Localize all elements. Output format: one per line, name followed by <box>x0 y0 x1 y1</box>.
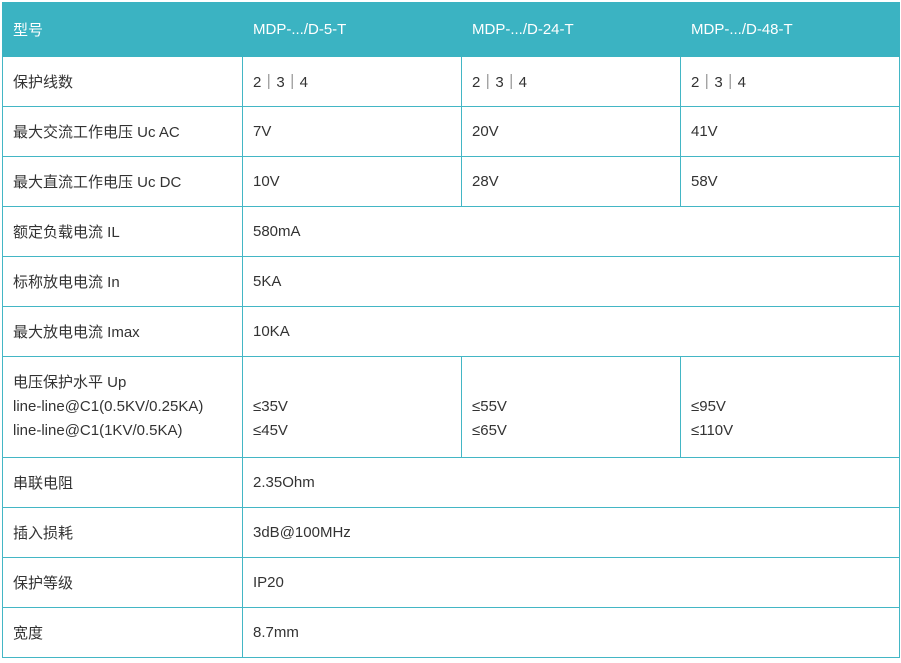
header-model: 型号 <box>3 3 243 57</box>
row-value: IP20 <box>243 558 900 608</box>
row-value: ≤55V≤65V <box>462 357 681 458</box>
table-row: 标称放电电流 In5KA <box>3 257 900 307</box>
table-row: 保护等级IP20 <box>3 558 900 608</box>
table-row: 最大直流工作电压 Uc DC10V28V58V <box>3 157 900 207</box>
row-label: 电压保护水平 Upline-line@C1(0.5KV/0.25KA)line-… <box>3 357 243 458</box>
row-value: 7V <box>243 107 462 157</box>
row-label: 最大交流工作电压 Uc AC <box>3 107 243 157</box>
table-header-row: 型号 MDP-.../D-5-T MDP-.../D-24-T MDP-.../… <box>3 3 900 57</box>
row-value: 3dB@100MHz <box>243 508 900 558</box>
row-value: 5KA <box>243 257 900 307</box>
row-label: 最大直流工作电压 Uc DC <box>3 157 243 207</box>
row-value: 8.7mm <box>243 608 900 658</box>
row-label: 最大放电电流 Imax <box>3 307 243 357</box>
table-row: 最大放电电流 Imax10KA <box>3 307 900 357</box>
row-value: 2.35Ohm <box>243 458 900 508</box>
row-value: 2｜3｜4 <box>243 57 462 107</box>
row-value: 2｜3｜4 <box>462 57 681 107</box>
row-value: ≤95V≤110V <box>681 357 900 458</box>
table-row: 插入损耗3dB@100MHz <box>3 508 900 558</box>
row-value: 2｜3｜4 <box>681 57 900 107</box>
row-value: 10V <box>243 157 462 207</box>
header-col-3: MDP-.../D-48-T <box>681 3 900 57</box>
row-value: 10KA <box>243 307 900 357</box>
spec-table: 型号 MDP-.../D-5-T MDP-.../D-24-T MDP-.../… <box>2 2 900 658</box>
table-row: 最大交流工作电压 Uc AC7V20V41V <box>3 107 900 157</box>
table-row: 宽度8.7mm <box>3 608 900 658</box>
table-body: 保护线数2｜3｜42｜3｜42｜3｜4最大交流工作电压 Uc AC7V20V41… <box>3 57 900 658</box>
row-label: 额定负载电流 IL <box>3 207 243 257</box>
row-label: 标称放电电流 In <box>3 257 243 307</box>
row-label: 插入损耗 <box>3 508 243 558</box>
row-label: 串联电阻 <box>3 458 243 508</box>
row-label: 保护等级 <box>3 558 243 608</box>
table-row: 电压保护水平 Upline-line@C1(0.5KV/0.25KA)line-… <box>3 357 900 458</box>
row-label: 保护线数 <box>3 57 243 107</box>
row-label: 宽度 <box>3 608 243 658</box>
row-value: 58V <box>681 157 900 207</box>
header-col-2: MDP-.../D-24-T <box>462 3 681 57</box>
table-row: 串联电阻2.35Ohm <box>3 458 900 508</box>
table-row: 保护线数2｜3｜42｜3｜42｜3｜4 <box>3 57 900 107</box>
row-value: 41V <box>681 107 900 157</box>
table-row: 额定负载电流 IL580mA <box>3 207 900 257</box>
row-value: ≤35V≤45V <box>243 357 462 458</box>
row-value: 580mA <box>243 207 900 257</box>
header-col-1: MDP-.../D-5-T <box>243 3 462 57</box>
row-value: 20V <box>462 107 681 157</box>
row-value: 28V <box>462 157 681 207</box>
